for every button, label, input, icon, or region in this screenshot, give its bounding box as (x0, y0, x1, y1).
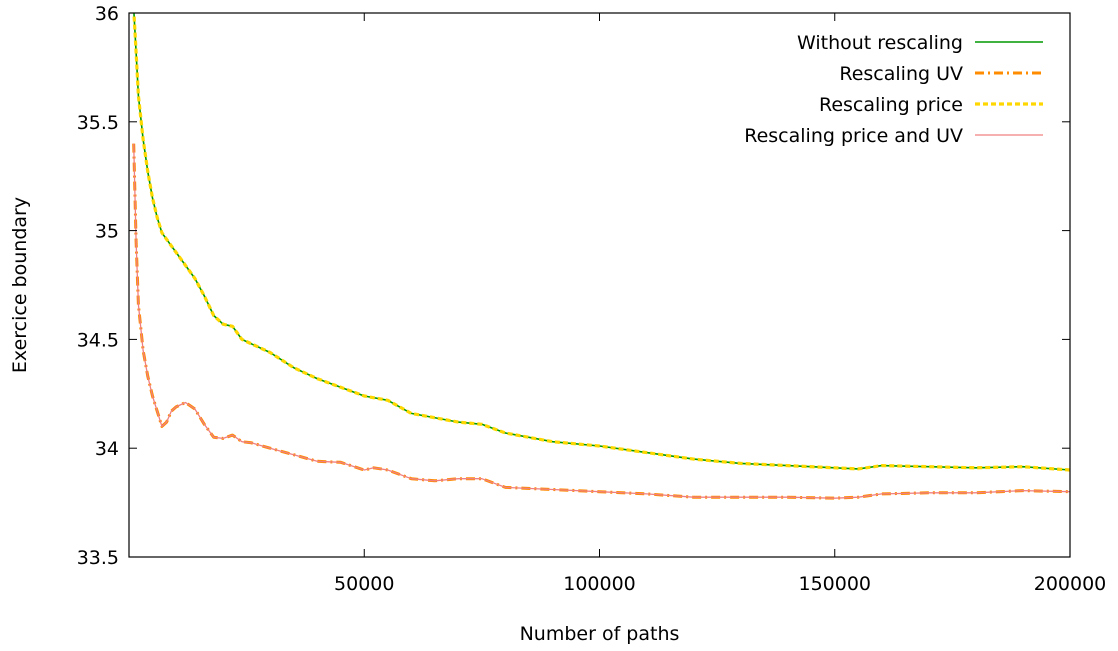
y-tick-label: 34 (95, 438, 119, 460)
legend: Without rescaling Rescaling UV Rescaling p… (744, 32, 1043, 147)
x-tick-label: 200000 (1034, 573, 1107, 595)
ticks-layer: 33.5 34 34.5 35 35.5 36 50000 100000 150000 20000… (77, 3, 1107, 595)
x-tick-label: 100000 (563, 573, 636, 595)
y-tick-label: 36 (95, 3, 119, 25)
y-tick-label: 34.5 (77, 329, 119, 351)
legend-label: Without rescaling (797, 32, 963, 54)
legend-label: Rescaling UV (839, 63, 963, 85)
legend-label: Rescaling price (819, 94, 963, 116)
y-tick-label: 35.5 (77, 112, 119, 134)
series-line-rescaling-uv (132, 143, 1070, 500)
y-tick-label: 35 (95, 221, 119, 243)
y-axis-title: Exercice boundary (9, 197, 31, 373)
x-tick-label: 150000 (798, 573, 871, 595)
x-tick-label: 50000 (334, 573, 394, 595)
y-tick-label: 33.5 (77, 547, 119, 569)
x-axis-title: Number of paths (520, 623, 680, 645)
legend-label: Rescaling price and UV (744, 125, 963, 147)
series-line-rescaling-price (132, 13, 1070, 472)
series-layer (132, 13, 1070, 500)
series-line-rescaling-price-and-uv (133, 143, 1070, 499)
